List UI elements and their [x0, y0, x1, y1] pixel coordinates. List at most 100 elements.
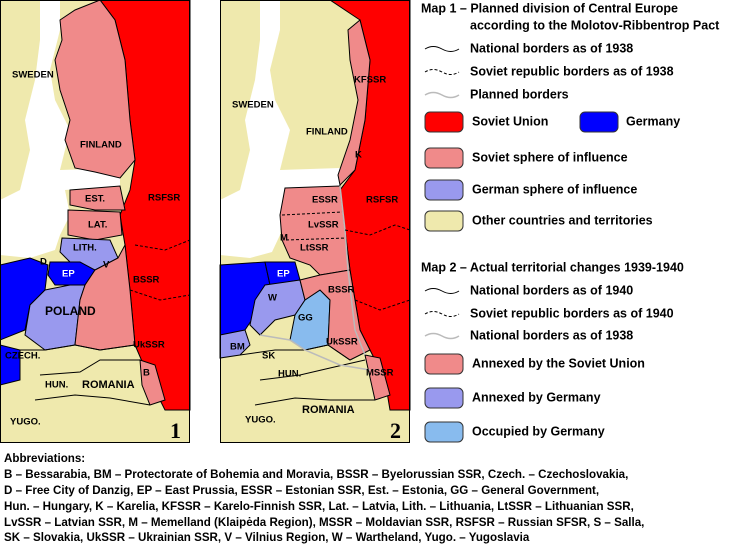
map-label: FINLAND: [306, 127, 348, 138]
legend-title: according to the Molotov-Ribbentrop Pact: [470, 18, 720, 32]
latvia: [67, 209, 123, 241]
map-label: SK: [262, 351, 275, 362]
swatch: [424, 111, 464, 133]
map-label: POLAND: [45, 304, 96, 318]
map-label: GG: [298, 313, 313, 324]
line-sample: [424, 311, 460, 317]
map-label: BSSR: [328, 285, 355, 296]
map-label: K: [355, 150, 362, 161]
map-label: LtSSR: [300, 243, 329, 254]
border: [259, 359, 366, 381]
swatch: [424, 387, 464, 409]
old-border: [339, 185, 366, 356]
line-sample: [424, 46, 460, 52]
soviet-border: [129, 289, 191, 301]
swatch: [424, 421, 464, 443]
legend-label: Planned borders: [470, 87, 569, 101]
map-label: B: [143, 368, 150, 379]
map-label: V: [103, 260, 110, 271]
legend-label: Soviet sphere of influence: [472, 150, 628, 164]
poland-east: [74, 243, 136, 351]
bessarabia: [139, 359, 166, 406]
legend-title: Map 2 – Actual territorial changes 1939-…: [421, 260, 684, 274]
sea: [220, 0, 340, 258]
legend-label: Occupied by Germany: [472, 424, 605, 438]
map-label: UkSSR: [133, 340, 165, 351]
line-sample: [424, 69, 460, 75]
abbreviations: Abbreviations: B – Bessarabia, BM – Prot…: [4, 452, 644, 544]
abbreviation-line: SK – Slovakia, UkSSR – Ukrainian SSR, V …: [4, 531, 530, 544]
border: [254, 397, 375, 406]
map-label: EST.: [85, 194, 105, 205]
soviet-border: [344, 224, 411, 236]
legend-label: Germany: [626, 114, 680, 128]
map-label: HUN.: [278, 369, 301, 380]
legend-label: German sphere of influence: [472, 182, 637, 196]
map-label: MSSR: [366, 368, 394, 379]
soviet-border: [285, 237, 347, 241]
legend-label: Soviet Union: [472, 114, 548, 128]
map-label: EP: [277, 269, 290, 280]
bohemia: [0, 344, 21, 386]
border: [34, 394, 151, 406]
map-number: 2: [390, 418, 401, 443]
legend-label: Annexed by Germany: [472, 390, 601, 404]
border: [39, 359, 140, 376]
map-label: YUGO.: [10, 417, 41, 428]
soviet-border: [354, 299, 411, 311]
map-label: UkSSR: [326, 337, 358, 348]
border: [20, 344, 136, 351]
map-number: 1: [170, 418, 181, 443]
swatch: [424, 179, 464, 201]
map-label: LAT.: [88, 220, 107, 231]
map-label: FINLAND: [80, 140, 122, 151]
map-label: SWEDEN: [232, 100, 274, 111]
map-label: D: [40, 257, 47, 268]
map-label: ROMANIA: [302, 404, 355, 416]
legend-label: National borders as of 1940: [470, 283, 633, 297]
soviet-border: [134, 239, 191, 251]
moldavia: [364, 354, 391, 401]
frame: [0, 0, 190, 443]
legend-label: Soviet republic borders as of 1938: [470, 64, 674, 78]
map-label: HUN.: [45, 380, 68, 391]
map-label: M: [280, 233, 288, 244]
map-label: ROMANIA: [82, 379, 135, 391]
map-label: EP: [62, 269, 75, 280]
line-sample: [424, 332, 460, 340]
legend-label: Other countries and territories: [472, 213, 653, 227]
frame: [220, 0, 410, 443]
map-label: CZECH.: [5, 351, 40, 362]
sea: [0, 0, 120, 258]
legend-label: Annexed by the Soviet Union: [472, 356, 645, 370]
abbreviations-heading: Abbreviations:: [4, 452, 85, 465]
legend-title: Map 1 – Planned division of Central Euro…: [421, 1, 678, 15]
map-label: BM: [230, 342, 245, 353]
map-label: SWEDEN: [12, 70, 54, 81]
swatch: [424, 353, 464, 375]
abbreviation-line: Hun. – Hungary, K – Karelia, KFSSR – Kar…: [4, 500, 634, 513]
soviet-border: [281, 211, 343, 216]
legend-label: National borders as of 1938: [470, 328, 633, 342]
map-label: W: [268, 293, 277, 304]
map-label: ESSR: [312, 195, 338, 206]
estonia: [69, 185, 126, 211]
map-label: BSSR: [133, 275, 160, 286]
map-label: LITH.: [73, 243, 97, 254]
map-2: SWEDEN FINLAND KFSSR K ESSR RSFSR LvSSR …: [219, 0, 411, 443]
line-sample: [424, 91, 460, 99]
old-border: [259, 334, 371, 371]
finland: [54, 0, 136, 179]
map-label: LvSSR: [308, 220, 339, 231]
karelia: [337, 19, 371, 187]
map-label: KFSSR: [354, 75, 386, 86]
map-label: RSFSR: [366, 195, 398, 206]
abbreviation-line: B – Bessarabia, BM – Protectorate of Boh…: [4, 468, 628, 481]
swatch: [424, 210, 464, 232]
swatch: [424, 147, 464, 169]
swatch: [579, 111, 619, 133]
legend-label: National borders as of 1938: [470, 41, 633, 55]
legend-label: Soviet republic borders as of 1940: [470, 306, 674, 320]
line-sample: [424, 288, 460, 294]
